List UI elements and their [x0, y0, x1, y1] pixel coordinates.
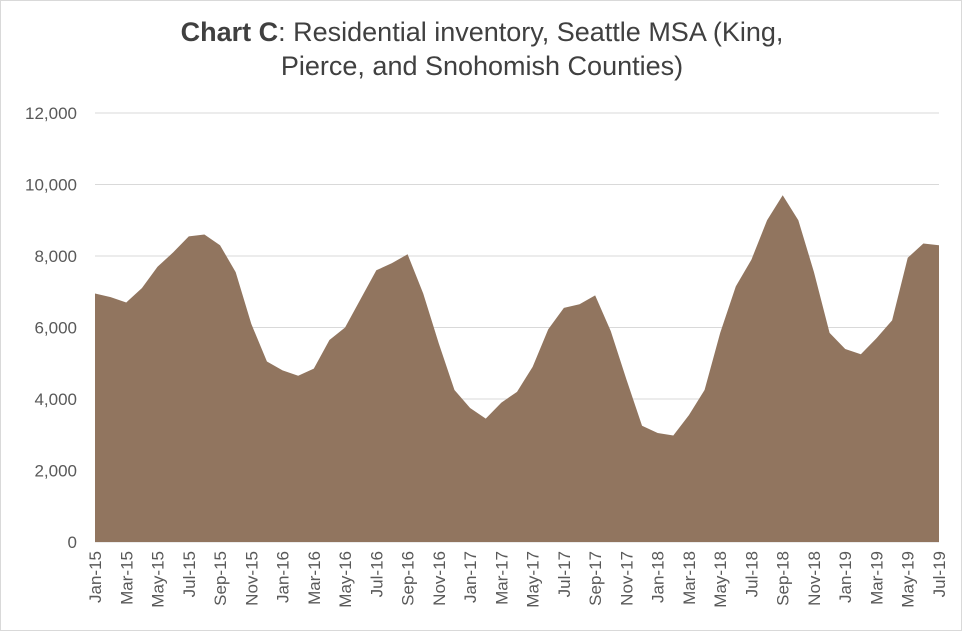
x-tick-label: Sep-16 [399, 551, 418, 606]
chart-title-line2: Pierce, and Snohomish Counties) [280, 51, 684, 81]
x-tick-label: May-19 [899, 551, 918, 608]
x-tick-label: May-15 [149, 551, 168, 608]
y-axis-ticks: 0 2,000 4,000 6,000 8,000 10,000 12,000 [25, 104, 77, 552]
x-tick-label: Sep-15 [211, 551, 230, 606]
y-tick-label: 8,000 [34, 247, 77, 266]
x-tick-label: Jul-18 [742, 551, 761, 597]
x-tick-label: Mar-18 [680, 551, 699, 605]
x-tick-label: Jan-16 [274, 551, 293, 603]
y-tick-label: 0 [68, 533, 77, 552]
inventory-area [95, 195, 939, 543]
y-tick-label: 2,000 [34, 462, 77, 481]
y-tick-label: 10,000 [25, 176, 77, 195]
x-tick-label: Jul-17 [555, 551, 574, 597]
y-tick-label: 6,000 [34, 319, 77, 338]
x-tick-label: Jul-19 [930, 551, 949, 597]
x-tick-label: Nov-16 [430, 551, 449, 606]
x-tick-label: Jul-16 [367, 551, 386, 597]
chart-title-line1: : Residential inventory, Seattle MSA (Ki… [278, 17, 784, 47]
x-tick-label: May-16 [336, 551, 355, 608]
x-tick-label: Nov-15 [242, 551, 261, 606]
x-tick-label: Jan-15 [86, 551, 105, 603]
x-tick-label: Jul-15 [180, 551, 199, 597]
chart-title-bold: Chart C [180, 17, 279, 47]
x-tick-label: May-17 [524, 551, 543, 608]
x-tick-label: Jan-17 [461, 551, 480, 603]
x-tick-label: Mar-17 [492, 551, 511, 605]
area-series [95, 195, 939, 543]
x-tick-label: Mar-16 [305, 551, 324, 605]
x-tick-label: Mar-15 [117, 551, 136, 605]
x-tick-label: May-18 [711, 551, 730, 608]
x-tick-label: Nov-18 [805, 551, 824, 606]
x-axis-ticks: Jan-15 Mar-15 May-15 Jul-15 Sep-15 Nov-15 Jan-… [86, 551, 949, 608]
x-tick-label: Jan-19 [836, 551, 855, 603]
x-tick-label: Nov-17 [617, 551, 636, 606]
y-tick-label: 12,000 [25, 104, 77, 123]
x-tick-label: Sep-17 [586, 551, 605, 606]
x-tick-label: Mar-19 [867, 551, 886, 605]
x-tick-label: Sep-18 [774, 551, 793, 606]
y-tick-label: 4,000 [34, 390, 77, 409]
x-tick-label: Jan-18 [649, 551, 668, 603]
chart-title: Chart C: Residential inventory, Seattle … [1, 15, 962, 83]
